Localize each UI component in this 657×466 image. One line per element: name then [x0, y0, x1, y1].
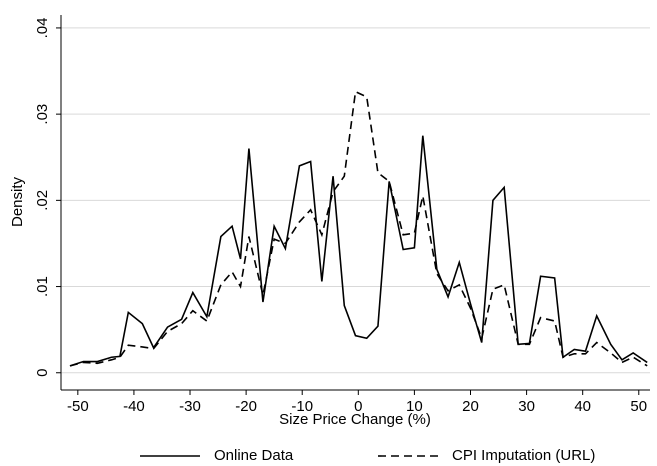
x-tick-label: 50 [630, 398, 647, 415]
x-tick-label: -30 [179, 398, 201, 415]
x-tick-label: -40 [123, 398, 145, 415]
y-tick-label: .03 [34, 104, 51, 125]
x-tick-label: 10 [406, 398, 423, 415]
x-tick-label: 30 [518, 398, 535, 415]
y-tick-label: .01 [34, 276, 51, 297]
x-tick-label: 0 [354, 398, 362, 415]
legend-label: Online Data [214, 447, 294, 464]
y-tick-label: 0 [34, 369, 51, 377]
x-tick-label: 20 [462, 398, 479, 415]
legend-label: CPI Imputation (URL) [452, 447, 595, 464]
y-axis-label: Density [9, 176, 26, 227]
y-tick-label: .02 [34, 190, 51, 211]
x-axis-label: Size Price Change (%) [279, 411, 431, 428]
series-line [69, 135, 648, 367]
x-tick-label: -50 [67, 398, 89, 415]
x-tick-label: -10 [291, 398, 313, 415]
x-tick-label: 40 [574, 398, 591, 415]
y-tick-label: .04 [34, 18, 51, 39]
x-tick-label: -20 [235, 398, 257, 415]
series-line [69, 90, 648, 367]
